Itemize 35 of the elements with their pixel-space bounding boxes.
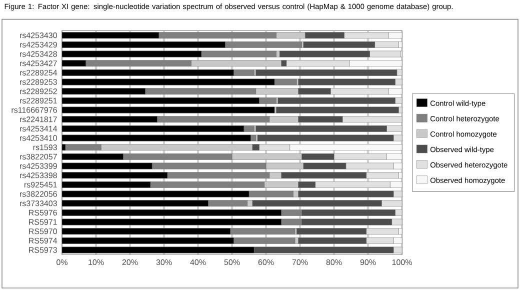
- y-tick-label: RS5976: [29, 210, 57, 216]
- x-tick-label: 60%: [258, 259, 274, 266]
- y-tick-label: rs2289254: [20, 70, 58, 76]
- y-tick-label: rs2289253: [20, 79, 57, 85]
- y-tick-label: rs116667976: [12, 107, 57, 113]
- y-tick-label: rs4253429: [20, 42, 57, 48]
- x-tick-label: 70%: [292, 259, 308, 266]
- x-tick-label: 0%: [56, 259, 68, 266]
- y-tick-label: rs3822056: [20, 191, 57, 197]
- y-tick-label: rs4253430: [20, 32, 57, 38]
- y-tick-label: rs3733403: [20, 200, 57, 206]
- y-tick-label: rs4253398: [20, 172, 57, 178]
- y-tick-label: RS5971: [29, 219, 57, 225]
- y-tick-label: rs2289252: [20, 88, 57, 94]
- x-tick-label: 50%: [224, 259, 240, 266]
- y-tick-label: rs925451: [24, 182, 57, 188]
- y-tick-label: RS5974: [29, 238, 58, 244]
- y-tick-label: rs1593: [33, 144, 57, 150]
- x-tick-label: 10%: [88, 259, 104, 266]
- x-tick-label: 20%: [122, 259, 138, 266]
- y-tick-label: rs4253428: [20, 51, 57, 57]
- y-tick-label: rs4253414: [20, 126, 58, 132]
- x-tick-label: 80%: [326, 259, 342, 266]
- y-tick-label: rs2241817: [20, 116, 57, 122]
- y-tick-label: rs3822057: [20, 154, 57, 160]
- x-tick-label: 40%: [190, 259, 206, 266]
- x-tick-label: 100%: [392, 259, 412, 266]
- x-tick-label: 30%: [156, 259, 172, 266]
- y-tick-label: rs4253399: [20, 163, 57, 169]
- y-tick-label: rs4253410: [20, 135, 57, 141]
- y-tick-label: RS5973: [29, 247, 57, 253]
- y-tick-label: RS5970: [29, 228, 57, 234]
- x-tick-label: 90%: [360, 259, 376, 266]
- y-tick-label: rs4253427: [20, 60, 57, 66]
- y-tick-label: rs2289251: [20, 98, 57, 104]
